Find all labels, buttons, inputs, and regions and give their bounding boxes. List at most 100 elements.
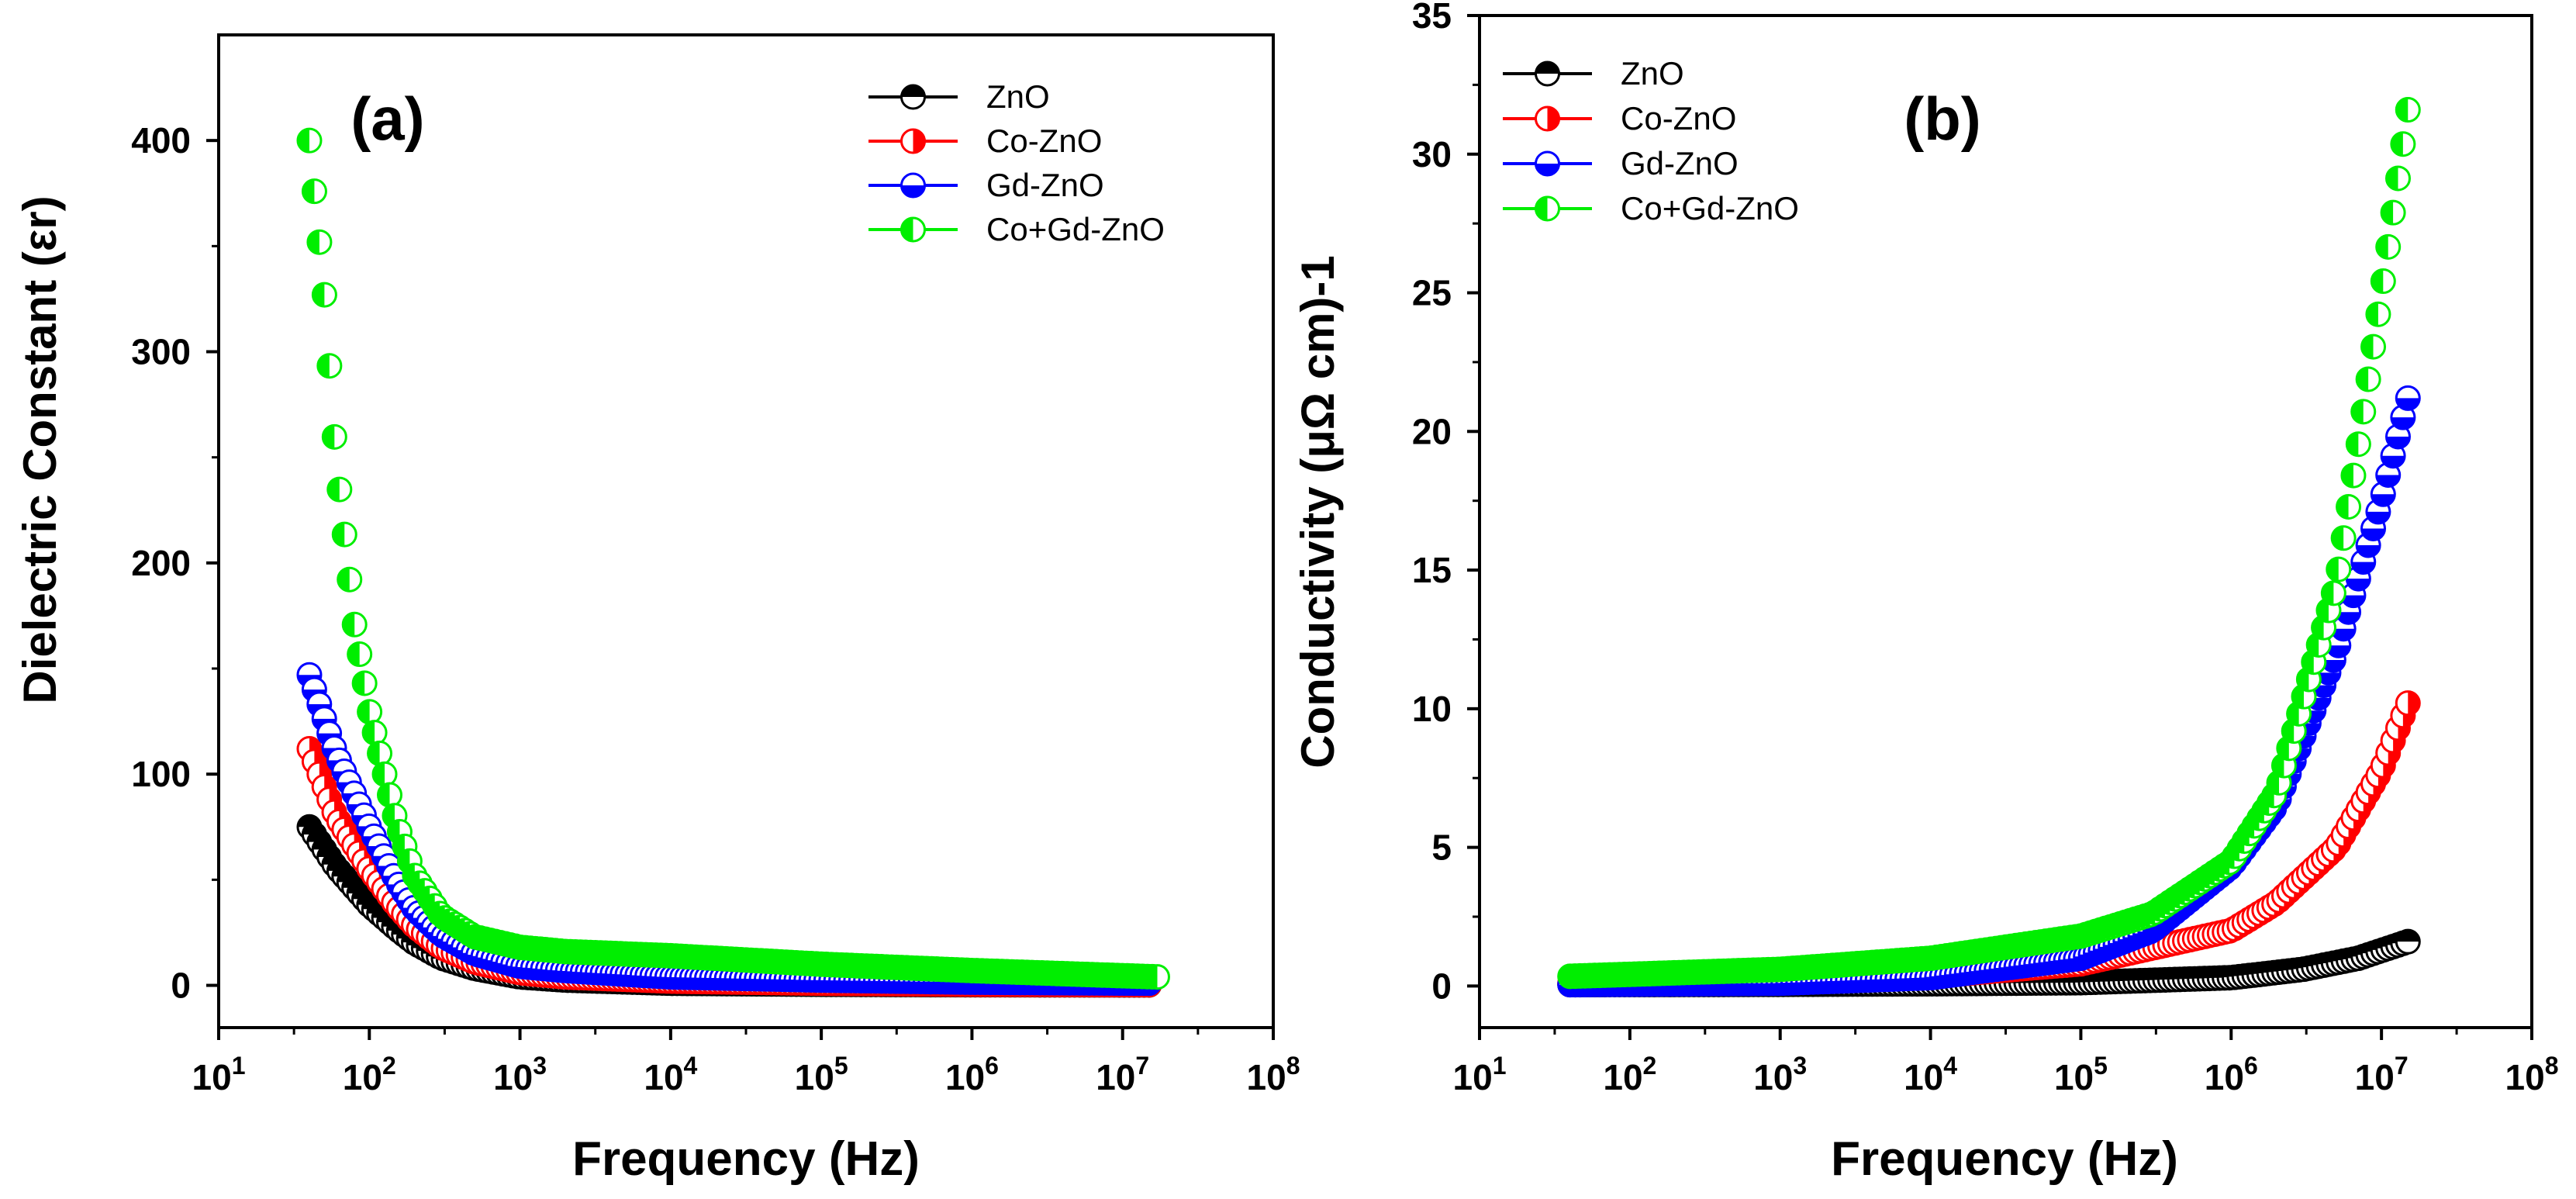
marker-fill <box>2396 98 2409 122</box>
marker-fill <box>2391 132 2403 156</box>
y-tick-label: 0 <box>1431 966 1452 1006</box>
x-tick-exponent: 3 <box>1793 1052 1807 1080</box>
marker-fill <box>302 179 315 203</box>
x-tick-exponent: 6 <box>985 1052 999 1080</box>
y-tick-label: 25 <box>1412 273 1452 313</box>
x-tick-label: 105 <box>2054 1052 2108 1097</box>
marker-fill <box>2386 166 2398 190</box>
marker-fill <box>382 803 395 828</box>
marker-fill <box>347 642 360 666</box>
x-tick-base: 10 <box>2205 1057 2244 1097</box>
x-tick-label: 107 <box>2355 1052 2409 1097</box>
marker-fill <box>901 218 913 241</box>
marker-fill <box>1145 965 1158 989</box>
legend-marker <box>900 216 926 243</box>
y-tick-label: 100 <box>131 754 191 794</box>
y-tick-label: 200 <box>131 543 191 583</box>
marker-fill <box>327 478 340 502</box>
x-tick-base: 10 <box>1453 1057 1493 1097</box>
marker-fill <box>901 185 925 198</box>
chart-panel-a: 101 102 103 104 105 106 107 1080100200300400Fre… <box>14 33 1300 1186</box>
legend-marker <box>900 128 926 154</box>
marker-fill <box>2341 464 2353 488</box>
marker-fill <box>357 700 370 724</box>
y-tick-label: 400 <box>131 120 191 161</box>
x-tick-exponent: 5 <box>2094 1052 2108 1080</box>
marker-fill <box>323 425 335 449</box>
legend-marker <box>1535 195 1560 222</box>
x-tick-base: 10 <box>644 1057 683 1097</box>
x-tick-base: 10 <box>945 1057 985 1097</box>
data-point <box>351 670 378 696</box>
data-point <box>376 782 402 808</box>
x-tick-base: 10 <box>192 1057 232 1097</box>
marker-fill <box>2381 201 2394 225</box>
data-point <box>337 566 363 593</box>
legend-label: Co+Gd-ZnO <box>986 211 1165 247</box>
x-tick-label: 105 <box>795 1052 848 1097</box>
data-point <box>2355 366 2381 392</box>
legend: ZnO Co-ZnO Gd-ZnO Co+Gd-ZnO <box>868 78 1165 247</box>
x-tick-label: 108 <box>1247 1052 1300 1097</box>
marker-fill <box>1547 107 1559 130</box>
legend-label: Gd-ZnO <box>986 167 1104 203</box>
data-point <box>2320 580 2346 606</box>
marker-fill <box>2371 269 2384 293</box>
x-tick-base: 10 <box>2505 1057 2545 1097</box>
x-tick-base: 10 <box>2054 1057 2094 1097</box>
data-point <box>371 761 398 787</box>
x-tick-base: 10 <box>493 1057 533 1097</box>
x-tick-exponent: 2 <box>382 1052 396 1080</box>
marker-fill <box>2376 235 2388 259</box>
x-tick-label: 102 <box>343 1052 396 1097</box>
data-point <box>2395 928 2421 955</box>
y-tick-label: 0 <box>171 966 191 1006</box>
data-point <box>2380 199 2406 226</box>
marker-fill <box>2366 302 2378 327</box>
marker-fill <box>307 230 319 254</box>
x-tick-base: 10 <box>343 1057 382 1097</box>
data-point <box>2395 97 2421 123</box>
x-tick-label: 101 <box>192 1052 246 1097</box>
x-tick-exponent: 7 <box>1135 1052 1149 1080</box>
y-tick-label: 300 <box>131 332 191 372</box>
x-tick-label: 106 <box>2205 1052 2258 1097</box>
x-tick-exponent: 1 <box>232 1052 246 1080</box>
legend-marker <box>1535 105 1560 132</box>
marker-fill <box>2357 367 2369 391</box>
x-axis-title: Frequency (Hz) <box>572 1132 920 1186</box>
data-point <box>296 127 323 154</box>
x-tick-exponent: 6 <box>2244 1052 2258 1080</box>
legend-item-zno: ZnO <box>1503 55 1684 92</box>
x-tick-base: 10 <box>1096 1057 1135 1097</box>
data-point <box>321 423 347 450</box>
data-point <box>2336 493 2362 520</box>
marker-fill <box>373 762 385 786</box>
marker-fill <box>1535 62 1559 74</box>
data-point <box>2395 690 2421 717</box>
data-point <box>331 521 357 548</box>
marker-fill <box>297 129 309 153</box>
x-tick-exponent: 3 <box>533 1052 547 1080</box>
x-tick-exponent: 5 <box>834 1052 848 1080</box>
legend-label: Co-ZnO <box>1621 100 1736 136</box>
data-point <box>311 282 337 308</box>
data-point <box>2384 165 2411 192</box>
x-tick-exponent: 1 <box>1493 1052 1507 1080</box>
y-tick-label: 20 <box>1412 411 1452 451</box>
data-point <box>1144 964 1170 990</box>
data-point <box>341 611 368 638</box>
data-point <box>347 641 373 668</box>
legend-item-co-zno: Co-ZnO <box>868 123 1102 159</box>
legend-item-gd-zno: Gd-ZnO <box>1503 145 1739 181</box>
x-tick-base: 10 <box>1753 1057 1793 1097</box>
x-tick-label: 107 <box>1096 1052 1149 1097</box>
marker-fill <box>363 720 375 745</box>
x-tick-label: 101 <box>1453 1052 1507 1097</box>
legend-marker <box>900 172 926 199</box>
legend-item-zno: ZnO <box>868 78 1050 115</box>
marker-fill <box>2351 399 2364 423</box>
marker-fill <box>378 783 390 807</box>
data-point <box>361 720 388 746</box>
x-tick-label: 104 <box>644 1052 697 1097</box>
